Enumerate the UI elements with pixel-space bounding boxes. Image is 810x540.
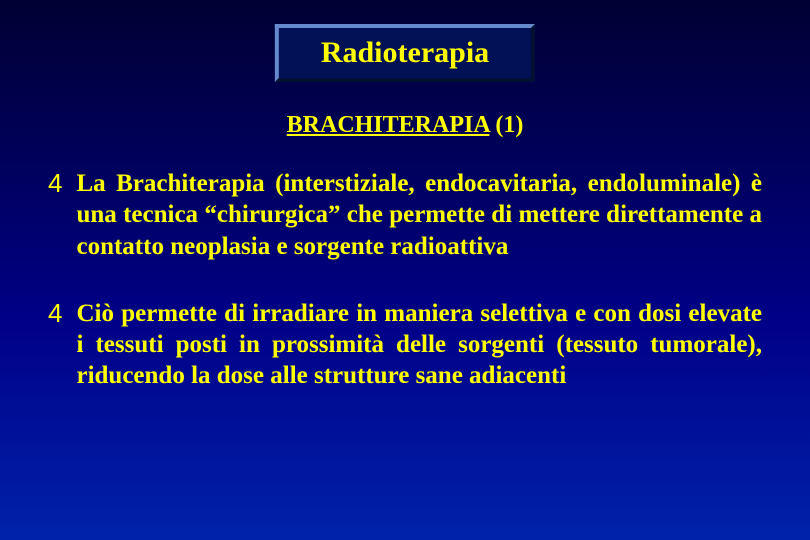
list-item: 4 La Brachiterapia (interstiziale, endoc… — [48, 168, 762, 262]
subtitle-suffix: (1) — [489, 112, 523, 138]
bullet-marker-icon: 4 — [48, 168, 62, 198]
title-box: Radioterapia — [275, 24, 535, 82]
list-item: 4 Ciò permette di irradiare in maniera s… — [48, 298, 762, 392]
bullet-text: La Brachiterapia (interstiziale, endocav… — [76, 168, 762, 262]
bullet-marker-icon: 4 — [48, 298, 62, 328]
bullet-text: Ciò permette di irradiare in maniera sel… — [76, 298, 762, 392]
bullet-list: 4 La Brachiterapia (interstiziale, endoc… — [48, 168, 762, 428]
slide-title: Radioterapia — [321, 36, 489, 69]
subtitle-underlined: BRACHITERAPIA — [287, 112, 490, 138]
slide-subtitle: BRACHITERAPIA (1) — [0, 112, 810, 139]
